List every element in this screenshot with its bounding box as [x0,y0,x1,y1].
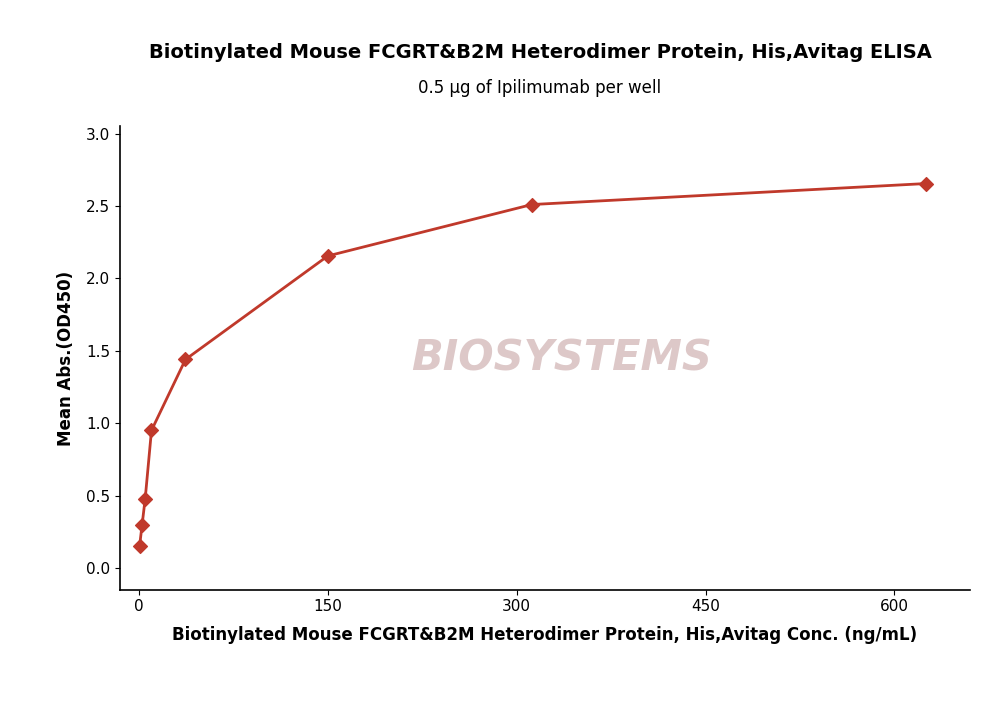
Text: Biotinylated Mouse FCGRT&B2M Heterodimer Protein, His,Avitag ELISA: Biotinylated Mouse FCGRT&B2M Heterodimer… [149,43,931,62]
Text: 0.5 μg of Ipilimumab per well: 0.5 μg of Ipilimumab per well [418,79,662,97]
Point [918,178,934,189]
Y-axis label: Mean Abs.(OD450): Mean Abs.(OD450) [57,270,75,446]
Point [134,519,150,531]
Point [143,425,159,436]
Point [132,540,148,551]
Point [320,251,336,262]
X-axis label: Biotinylated Mouse FCGRT&B2M Heterodimer Protein, His,Avitag Conc. (ng/mL): Biotinylated Mouse FCGRT&B2M Heterodimer… [172,625,918,644]
Point [177,354,193,365]
Point [524,199,540,210]
Point [137,493,153,504]
Text: BIOSYSTEMS: BIOSYSTEMS [412,337,712,379]
